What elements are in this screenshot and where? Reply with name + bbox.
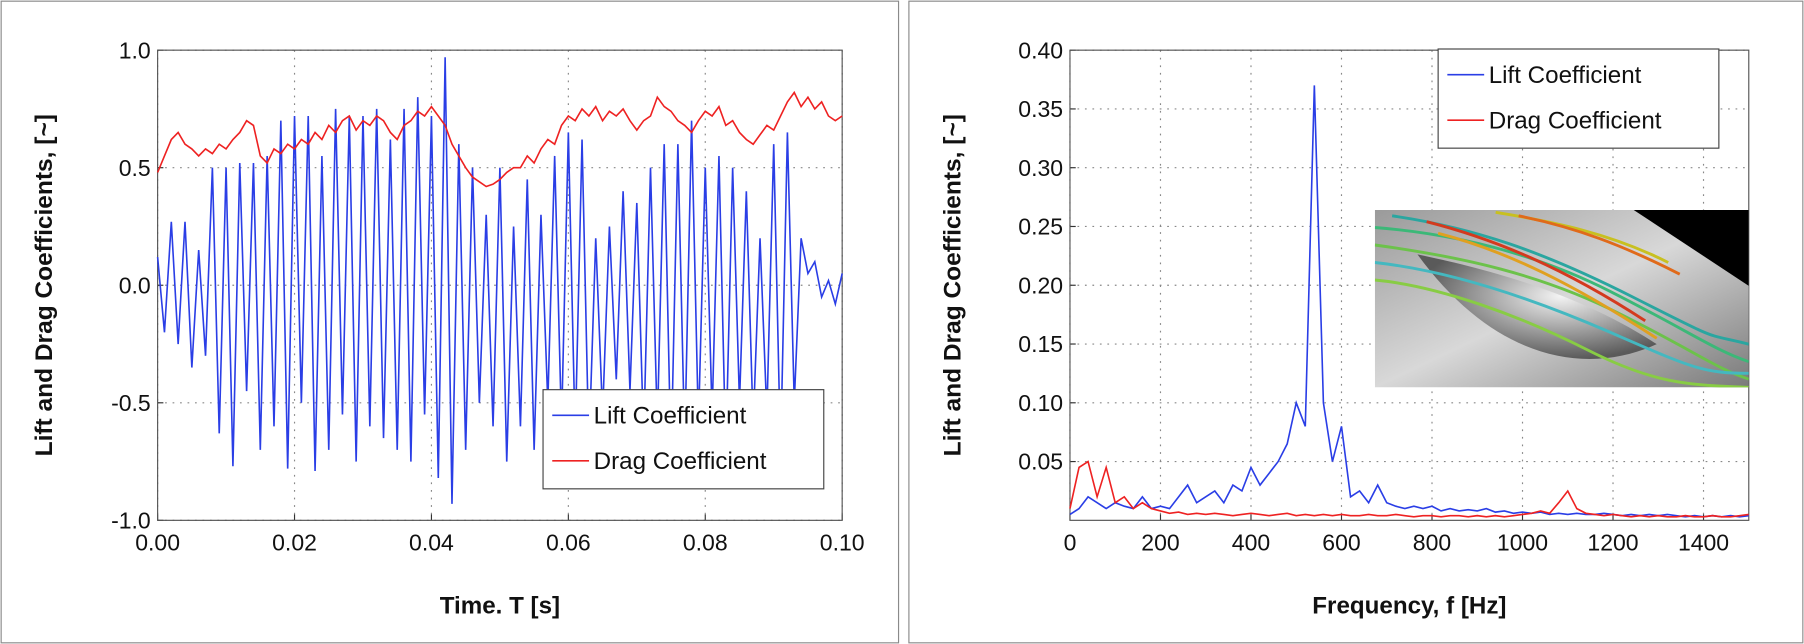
x-tick-label: 1400 (1678, 530, 1729, 556)
y-tick-label: 0.05 (1018, 449, 1063, 475)
x-tick-label: 0.02 (272, 530, 317, 556)
y-tick-label: -0.5 (111, 390, 151, 416)
y-axis-label: Lift and Drag Coefficients, [~] (31, 114, 58, 456)
inset-image (1375, 210, 1749, 387)
y-tick-label: 0.25 (1018, 213, 1063, 239)
legend-label: Drag Coefficient (1489, 107, 1662, 134)
x-tick-label: 1200 (1587, 530, 1638, 556)
x-axis-label: Time. T [s] (440, 593, 560, 620)
y-tick-label: 1.0 (119, 37, 151, 63)
legend-label: Lift Coefficient (594, 402, 747, 429)
legend-label: Drag Coefficient (594, 448, 767, 475)
x-tick-label: 0.08 (683, 530, 728, 556)
y-tick-label: 0.15 (1018, 331, 1063, 357)
y-tick-label: -1.0 (111, 507, 151, 533)
x-tick-label: 0.04 (409, 530, 454, 556)
y-tick-label: 0.0 (119, 272, 151, 298)
legend-label: Lift Coefficient (1489, 62, 1642, 89)
y-tick-label: 0.35 (1018, 96, 1063, 122)
x-tick-label: 800 (1413, 530, 1451, 556)
y-tick-label: 0.10 (1018, 390, 1063, 416)
x-tick-label: 0 (1064, 530, 1077, 556)
y-tick-label: 0.5 (119, 155, 151, 181)
x-axis-label: Frequency, f [Hz] (1312, 593, 1506, 620)
y-tick-label: 0.20 (1018, 272, 1063, 298)
x-tick-label: 0.06 (546, 530, 591, 556)
x-tick-label: 600 (1322, 530, 1360, 556)
y-tick-label: 0.30 (1018, 155, 1063, 181)
x-tick-label: 400 (1232, 530, 1270, 556)
y-axis-label: Lift and Drag Coefficients, [~] (940, 114, 967, 456)
screenshot: 0.000.020.040.060.080.10-1.0-0.50.00.51.… (0, 0, 1804, 644)
x-tick-label: 200 (1141, 530, 1179, 556)
x-tick-label: 0.10 (820, 530, 865, 556)
y-tick-label: 0.40 (1018, 37, 1063, 63)
x-tick-label: 1000 (1497, 530, 1548, 556)
